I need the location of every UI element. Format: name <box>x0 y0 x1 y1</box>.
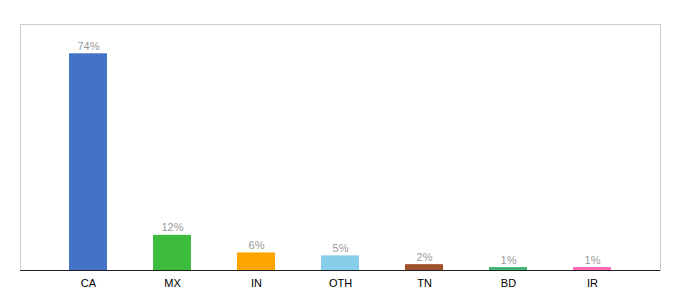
svg-text:74%: 74% <box>77 40 99 52</box>
svg-text:BD: BD <box>501 277 516 289</box>
svg-text:5%: 5% <box>333 242 349 254</box>
svg-text:IN: IN <box>251 277 262 289</box>
svg-text:MX: MX <box>164 277 181 289</box>
svg-text:2%: 2% <box>417 251 433 263</box>
svg-text:TN: TN <box>417 277 432 289</box>
svg-text:1%: 1% <box>585 254 601 266</box>
svg-text:1%: 1% <box>501 254 517 266</box>
svg-text:IR: IR <box>587 277 598 289</box>
svg-text:12%: 12% <box>161 221 183 233</box>
svg-text:CA: CA <box>81 277 97 289</box>
svg-text:OTH: OTH <box>329 277 352 289</box>
svg-text:6%: 6% <box>249 239 265 251</box>
